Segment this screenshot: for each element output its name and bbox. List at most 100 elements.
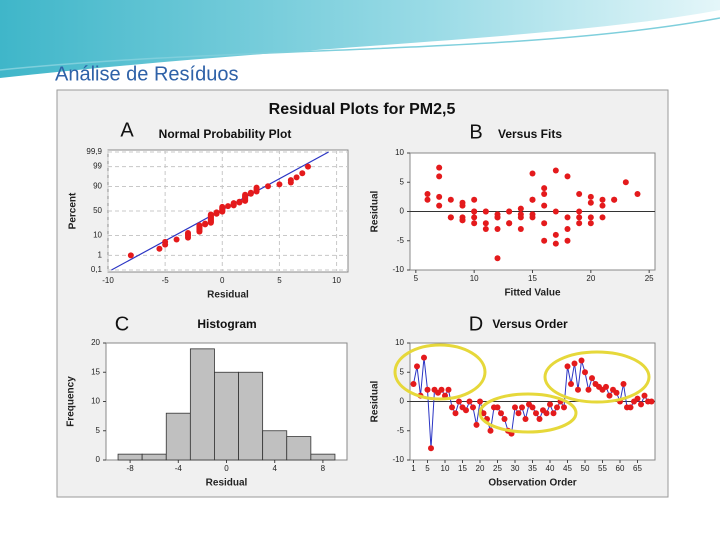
data-point [541,202,548,209]
panel-letter: B [469,121,482,143]
x-tick-label: 0 [220,276,225,285]
x-axis-label: Fitted Value [504,288,561,299]
histogram-bar [286,436,312,461]
data-point [512,404,518,411]
highlight-ellipse [393,343,487,401]
data-point [550,410,557,417]
data-point [473,421,480,428]
y-tick-label: 10 [395,148,404,157]
x-tick-label: 40 [546,464,555,473]
x-tick-label: 15 [458,464,467,473]
data-point [225,203,231,210]
header-curve [0,17,720,71]
data-point [620,380,627,387]
data-point [564,173,571,180]
x-tick-label: -4 [175,464,183,473]
data-point [611,196,618,203]
x-tick-label: 60 [616,464,625,473]
data-point [541,237,548,244]
y-tick-label: 20 [91,338,100,347]
data-point [445,386,452,393]
data-point [447,196,454,203]
data-point [564,237,571,244]
histogram-bar [165,412,191,461]
data-point [253,184,260,191]
x-tick-label: 65 [633,464,642,473]
data-point [470,404,476,411]
data-point [436,202,443,209]
data-point [575,386,581,393]
x-tick-label: 20 [586,274,595,283]
x-axis-label: Residual [206,478,248,489]
x-tick-label: 30 [511,464,520,473]
data-point [185,229,191,236]
histogram-bar [214,371,239,461]
histogram-bar [141,453,167,461]
y-tick-label: 10 [91,397,100,406]
data-point [613,389,620,396]
data-point [517,205,524,212]
data-point [564,226,571,233]
data-point [561,404,567,411]
data-point [634,395,641,402]
histogram-bar [189,348,215,461]
data-point [533,410,539,417]
panel-title: Normal Probability Plot [159,127,292,141]
data-point [529,404,536,411]
data-point [230,200,237,207]
panel-title: Versus Order [492,317,568,331]
x-tick-label: 1 [411,464,416,473]
data-point [541,190,548,197]
histogram-bar [238,371,264,461]
data-point [599,214,606,221]
data-point [299,170,306,177]
data-point [414,363,420,370]
data-point [571,360,578,367]
data-point [576,190,583,197]
histogram-bar [117,453,143,461]
y-tick-label: 0 [96,455,101,464]
x-axis-label: Observation Order [488,478,576,489]
data-point [438,386,445,393]
x-tick-label: 5 [414,274,419,283]
x-tick-label: 45 [563,464,572,473]
data-point [576,214,583,221]
data-point [436,173,443,180]
data-point [552,167,559,174]
panel-letter: A [120,119,134,141]
data-point [599,196,606,203]
x-tick-label: 25 [493,464,502,473]
data-point [552,208,559,215]
x-tick-label: 10 [332,276,341,285]
data-point [452,410,459,417]
y-tick-label: 50 [93,206,102,215]
x-tick-label: -5 [162,276,170,285]
data-point [449,404,455,411]
data-point [587,199,594,206]
data-point [247,189,254,196]
data-point [410,380,417,387]
y-tick-label: 10 [93,231,102,240]
data-point [482,208,489,215]
data-point [529,214,536,221]
data-point [494,404,501,411]
y-tick-label: 5 [400,177,405,186]
data-point [529,196,536,203]
y-tick-label: -5 [397,236,405,245]
y-tick-label: 5 [400,367,405,376]
data-point [265,183,271,190]
data-point [587,220,594,227]
data-point [202,220,209,227]
data-point [519,404,525,411]
x-tick-label: 15 [528,274,537,283]
data-point [587,193,594,200]
data-point [648,398,655,405]
data-point [127,252,134,259]
y-tick-label: -10 [392,455,404,464]
data-point [517,211,524,218]
y-axis-label: Residual [370,380,381,422]
data-point [529,170,536,177]
histogram-bar [310,453,336,461]
data-point [606,392,613,399]
data-point [196,222,203,229]
